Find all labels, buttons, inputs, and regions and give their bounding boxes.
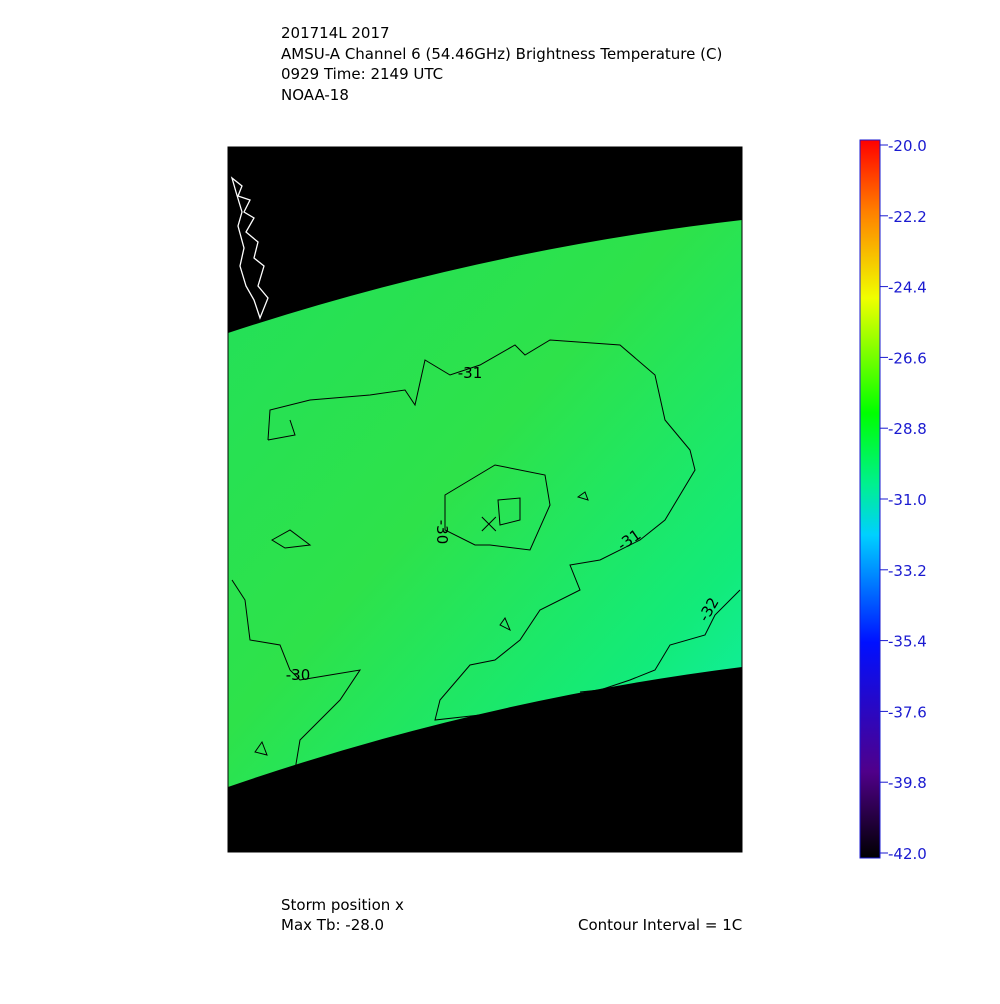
colorbar-tick-label: -24.4 — [888, 279, 927, 297]
coastline — [230, 176, 269, 320]
colorbar-tick-label: -37.6 — [888, 703, 927, 721]
header-line: 0929 Time: 2149 UTC — [281, 65, 443, 83]
colorbar-tick-label: -22.2 — [888, 208, 927, 226]
colorbar-tick-label: -31.0 — [888, 491, 927, 509]
colorbar-tick-label: -42.0 — [888, 845, 927, 863]
footer-storm: Storm position x — [281, 896, 404, 914]
footer-max-tb: Max Tb: -28.0 — [281, 916, 384, 934]
storm-marker — [481, 516, 497, 532]
colorbar-tick-label: -39.8 — [888, 774, 927, 792]
colorbar-tick-label: -35.4 — [888, 633, 927, 651]
header-line: NOAA-18 — [281, 86, 349, 104]
header-line: AMSU-A Channel 6 (54.46GHz) Brightness T… — [281, 45, 722, 63]
colorbar: -20.0 -22.2 -24.4 -26.6 -28.8 -31.0 -33.2 -35.4… — [859, 137, 927, 863]
contour-label: -30 — [286, 666, 311, 684]
map-frame — [227, 146, 743, 853]
colorbar-scale — [859, 139, 881, 859]
colorbar-tick-label: -28.8 — [888, 420, 927, 438]
footer-contour-interval: Contour Interval = 1C — [578, 916, 742, 934]
swath — [228, 220, 742, 787]
colorbar-tick-label: -33.2 — [888, 562, 927, 580]
colorbar-tick-label: -20.0 — [888, 137, 927, 155]
colorbar-tick-label: -26.6 — [888, 349, 927, 367]
contour-label: -30 — [433, 520, 451, 545]
header-line: 201714L 2017 — [281, 24, 390, 42]
contours — [231, 339, 741, 771]
contour-label: -31 — [458, 364, 483, 382]
